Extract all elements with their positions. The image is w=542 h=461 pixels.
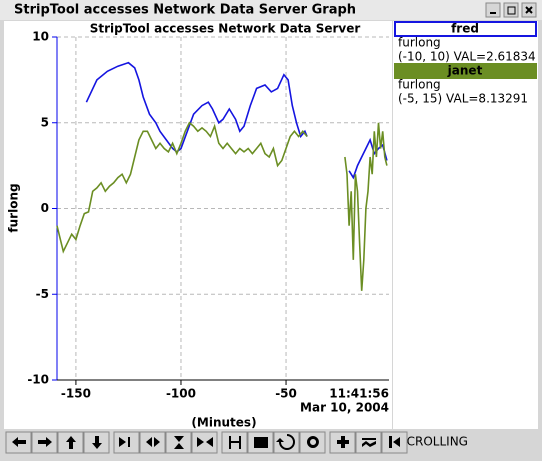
toolbar-button[interactable] [299, 431, 326, 454]
minimize[interactable] [485, 2, 501, 18]
toolbar-button[interactable] [191, 431, 218, 454]
x-tick-label: -100 [166, 387, 196, 401]
toolbar-icon[interactable] [276, 434, 295, 450]
legend-swatch[interactable] [394, 21, 537, 37]
toolbar-icon[interactable] [337, 436, 349, 448]
toolbar-icon[interactable] [306, 436, 319, 448]
toolbar-icon[interactable] [66, 436, 76, 449]
toolbar-icon[interactable] [254, 437, 268, 448]
x-tick-label: -50 [275, 387, 297, 401]
y-tick-label: 10 [32, 30, 49, 44]
legend-units: furlong [398, 36, 441, 50]
end-date: Mar 10, 2004 [300, 401, 389, 415]
window-buttons[interactable] [485, 2, 537, 18]
toolbar-icon[interactable] [146, 437, 160, 447]
legend-swatch[interactable] [394, 63, 537, 79]
legend-panel [393, 21, 538, 429]
maximize[interactable] [503, 2, 519, 18]
y-tick-label: -10 [27, 373, 49, 387]
toolbar-button[interactable] [165, 431, 192, 454]
y-tick-label: -5 [36, 287, 49, 301]
toolbar: SCROLLING [5, 431, 468, 454]
y-axis-label: furlong [7, 183, 21, 232]
toolbar-icon[interactable] [92, 436, 102, 449]
legend-range: (-10, 10) VAL=2.61834 [398, 50, 536, 64]
x-axis-label: (Minutes) [191, 416, 256, 430]
toolbar-button[interactable] [355, 431, 382, 454]
title-bar [0, 0, 542, 20]
legend-units: furlong [398, 78, 441, 92]
plot-panel [4, 21, 392, 429]
y-tick-label: 0 [41, 201, 49, 215]
toolbar-icon[interactable] [389, 436, 400, 448]
window-title: StripTool accesses Network Data Server G… [14, 3, 356, 18]
toolbar-icon[interactable] [229, 436, 241, 449]
end-time: 11:41:56 [329, 387, 389, 401]
legend-range: (-5, 15) VAL=8.13291 [398, 92, 528, 106]
toolbar-icon[interactable] [174, 436, 184, 449]
legend-name[interactable]: fred [451, 22, 479, 36]
status: SCROLLING [399, 435, 468, 449]
legend-name[interactable]: janet [447, 64, 483, 78]
toolbar-button[interactable] [139, 431, 166, 454]
chart-title: StripTool accesses Network Data Server [90, 22, 361, 36]
y-tick-label: 5 [41, 115, 49, 129]
toolbar-icon[interactable] [362, 438, 376, 447]
toolbar-icon[interactable] [119, 437, 130, 447]
series-line [56, 121, 388, 291]
x-tick-label: -150 [61, 387, 91, 401]
toolbar-icon[interactable] [197, 437, 213, 447]
toolbar-icon[interactable] [38, 437, 52, 447]
toolbar-icon[interactable] [12, 437, 26, 447]
toolbar-button[interactable] [113, 431, 140, 454]
